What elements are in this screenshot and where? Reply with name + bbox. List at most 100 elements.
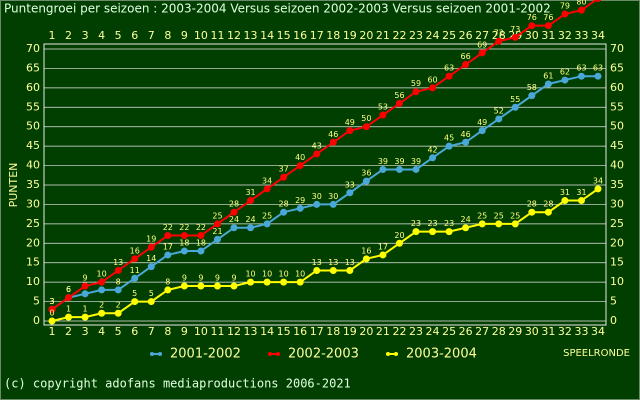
data-point <box>180 247 188 255</box>
data-point <box>147 243 155 251</box>
y2-tick-label: 30 <box>610 197 624 210</box>
data-point <box>48 305 56 313</box>
x-top-tick-label: 19 <box>343 29 357 42</box>
y-tick-label: 30 <box>26 197 40 210</box>
data-point <box>412 88 420 96</box>
data-point <box>164 286 172 294</box>
x-tick-label: 22 <box>392 325 406 338</box>
x-tick-label: 21 <box>376 325 390 338</box>
data-point <box>247 224 255 232</box>
data-label: 18 <box>196 239 206 248</box>
data-label: 63 <box>593 64 603 73</box>
x-tick-label: 19 <box>343 325 357 338</box>
data-label: 79 <box>560 2 570 11</box>
x-tick-label: 15 <box>277 325 291 338</box>
x-tick-label: 2 <box>65 325 72 338</box>
data-point <box>429 228 437 236</box>
x-top-tick-label: 11 <box>210 29 224 42</box>
data-label: 14 <box>146 254 156 263</box>
x-tick-label: 30 <box>525 325 539 338</box>
data-point <box>329 266 337 274</box>
data-label: 18 <box>179 239 189 248</box>
data-label: 50 <box>361 114 371 123</box>
data-point <box>561 197 569 205</box>
data-point <box>395 165 403 173</box>
data-point <box>495 115 503 123</box>
data-label: 76 <box>543 13 553 22</box>
data-point <box>561 10 569 18</box>
chart-title: Puntengroei per seizoen : 2003-2004 Vers… <box>4 2 551 16</box>
x-top-tick-label: 10 <box>194 29 208 42</box>
y2-tick-label: 55 <box>610 100 624 113</box>
data-label: 1 <box>66 305 71 314</box>
data-label: 25 <box>262 211 272 220</box>
data-point <box>362 123 370 131</box>
data-label: 5 <box>132 289 137 298</box>
data-label: 39 <box>394 157 404 166</box>
data-label: 6 <box>66 285 71 294</box>
data-point <box>478 220 486 228</box>
data-point <box>329 138 337 146</box>
data-point <box>65 294 73 302</box>
data-point <box>230 224 238 232</box>
footer: (c) copyright adofans mediaproductions 2… <box>4 377 351 391</box>
data-label: 60 <box>427 75 437 84</box>
data-label: 28 <box>279 200 289 209</box>
x-top-tick-label: 24 <box>426 29 440 42</box>
data-point <box>280 278 288 286</box>
data-label: 34 <box>262 176 272 185</box>
legend-label: 2003-2004 <box>406 347 477 362</box>
data-label: 33 <box>345 180 355 189</box>
x-tick-label: 33 <box>574 325 588 338</box>
data-label: 80 <box>576 0 586 7</box>
data-point <box>180 232 188 240</box>
y2-tick-label: 65 <box>610 61 624 74</box>
data-label: 17 <box>378 242 388 251</box>
data-label: 25 <box>477 211 487 220</box>
y2-tick-label: 60 <box>610 81 624 94</box>
data-label: 13 <box>113 258 123 267</box>
x-tick-label: 4 <box>98 325 105 338</box>
x-top-tick-label: 30 <box>525 29 539 42</box>
x-tick-label: 23 <box>409 325 423 338</box>
data-point <box>362 255 370 263</box>
data-point <box>528 92 536 100</box>
data-label: 72 <box>494 29 504 38</box>
data-label: 30 <box>312 192 322 201</box>
data-point <box>247 278 255 286</box>
data-label: 61 <box>543 71 553 80</box>
x-tick-label: 13 <box>244 325 258 338</box>
data-point <box>462 138 470 146</box>
data-label: 69 <box>477 40 487 49</box>
data-point <box>213 235 221 243</box>
data-label: 31 <box>560 188 570 197</box>
data-label: 23 <box>444 219 454 228</box>
data-point <box>247 197 255 205</box>
data-point <box>131 274 139 282</box>
data-point <box>395 99 403 107</box>
x-top-tick-label: 12 <box>227 29 241 42</box>
data-label: 9 <box>83 274 88 283</box>
x-top-tick-label: 15 <box>277 29 291 42</box>
data-point <box>445 228 453 236</box>
data-label: 10 <box>295 270 305 279</box>
y-tick-label: 10 <box>26 275 40 288</box>
data-label: 66 <box>461 52 471 61</box>
data-point <box>594 0 602 2</box>
data-label: 22 <box>163 223 173 232</box>
x-tick-label: 9 <box>181 325 188 338</box>
data-label: 58 <box>527 83 537 92</box>
data-label: 8 <box>116 277 121 286</box>
series-line <box>51 188 599 322</box>
data-point <box>544 80 552 88</box>
x-tick-label: 18 <box>326 325 340 338</box>
x-axis-label: SPEELRONDE <box>563 348 630 359</box>
y2-tick-label: 25 <box>610 217 624 230</box>
data-label: 46 <box>461 130 471 139</box>
x-top-tick-label: 28 <box>492 29 506 42</box>
data-point <box>81 282 89 290</box>
x-tick-label: 28 <box>492 325 506 338</box>
x-top-tick-label: 13 <box>244 29 258 42</box>
y2-tick-label: 40 <box>610 159 624 172</box>
